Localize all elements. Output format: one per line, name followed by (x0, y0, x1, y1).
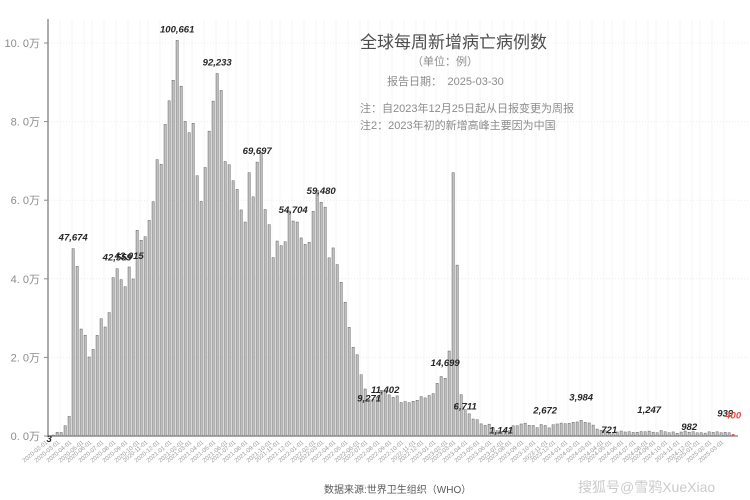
svg-text:47,674: 47,674 (58, 233, 89, 244)
svg-text:1,247: 1,247 (637, 405, 661, 416)
svg-text:1,141: 1,141 (489, 426, 513, 437)
svg-text:69,697: 69,697 (243, 146, 273, 157)
svg-text:8. 0万: 8. 0万 (11, 117, 40, 129)
svg-text:0. 0万: 0. 0万 (11, 431, 40, 443)
svg-text:721: 721 (601, 425, 617, 436)
svg-text:11,402: 11,402 (371, 385, 400, 396)
svg-text:982: 982 (681, 422, 698, 433)
svg-text:100,661: 100,661 (160, 24, 194, 35)
svg-text:2. 0万: 2. 0万 (11, 352, 40, 364)
svg-text:54,704: 54,704 (279, 205, 309, 216)
svg-text:14,699: 14,699 (431, 358, 461, 369)
svg-text:400: 400 (724, 410, 742, 421)
svg-text:10. 0万: 10. 0万 (5, 38, 40, 50)
svg-text:6. 0万: 6. 0万 (11, 195, 40, 207)
svg-text:4. 0万: 4. 0万 (11, 274, 40, 286)
svg-text:59,480: 59,480 (307, 186, 337, 197)
svg-text:92,233: 92,233 (203, 58, 233, 69)
svg-text:6,711: 6,711 (454, 402, 477, 413)
svg-text:3,984: 3,984 (569, 392, 593, 403)
svg-text:2,672: 2,672 (532, 406, 557, 417)
svg-text:43,015: 43,015 (114, 251, 145, 262)
svg-text:3: 3 (47, 434, 53, 445)
